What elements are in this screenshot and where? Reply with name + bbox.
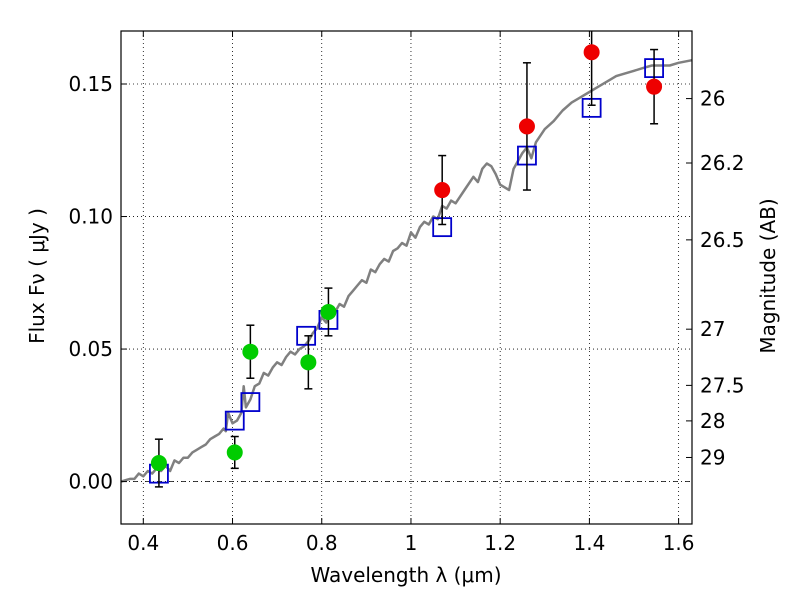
- model-spectrum-line: [120, 58, 693, 483]
- right-axis-label: Magnitude (AB): [756, 198, 780, 353]
- x-tick-label: 1.2: [484, 531, 516, 555]
- observed-point: [242, 343, 259, 360]
- y-tick-label: 0.00: [68, 470, 113, 494]
- right-axis-tick-label: 26: [700, 87, 725, 111]
- observed-point: [150, 455, 167, 472]
- observed-point: [320, 303, 337, 320]
- x-tick-label: 1.6: [663, 531, 695, 555]
- model-point: [224, 410, 245, 431]
- observed-point: [646, 78, 663, 95]
- x-tick-label: 0.8: [306, 531, 338, 555]
- right-axis-tick-label: 26.2: [700, 151, 745, 175]
- right-axis-tick-label: 28: [700, 409, 725, 433]
- model-point: [296, 325, 317, 346]
- ticks: 0.4 0.6 0.8 1 1.2 1.4 1.6 0.00 0.05 0.10 0.15 26 26.…: [68, 31, 745, 555]
- right-axis-tick-label: 26.5: [700, 228, 745, 252]
- observed-point: [434, 182, 451, 199]
- y-tick-label: 0.15: [68, 72, 113, 96]
- x-axis-label: Wavelength λ (μm): [310, 563, 501, 587]
- y-tick-label: 0.10: [68, 205, 113, 229]
- plot-frame: [120, 30, 693, 525]
- y-axis-label: Flux Fν ( μJy ): [25, 208, 49, 344]
- observed-point: [226, 444, 243, 461]
- right-axis-tick-label: 29: [700, 445, 725, 469]
- observed-point: [518, 118, 535, 135]
- observed-point: [300, 354, 317, 371]
- grid: [121, 31, 692, 524]
- x-tick-label: 1.4: [573, 531, 605, 555]
- series-layer: [120, 31, 693, 488]
- right-axis-tick-label: 27.5: [700, 373, 745, 397]
- x-tick-label: 0.6: [217, 531, 249, 555]
- y-tick-label: 0.05: [68, 337, 113, 361]
- x-tick-label: 0.4: [127, 531, 159, 555]
- x-tick-label: 1: [405, 531, 418, 555]
- model-point: [240, 392, 261, 412]
- observed-point: [583, 44, 600, 61]
- right-axis-tick-label: 27: [700, 317, 725, 341]
